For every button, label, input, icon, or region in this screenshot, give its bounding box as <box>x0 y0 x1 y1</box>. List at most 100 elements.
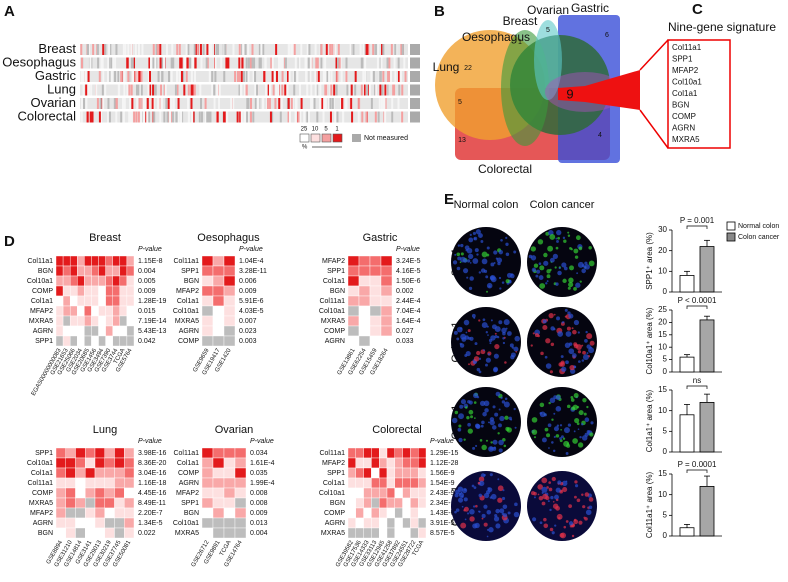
heat-cell <box>55 477 66 489</box>
heat-tick <box>393 84 396 96</box>
heat-cell <box>94 487 105 499</box>
stain-speck <box>577 442 584 448</box>
gene-label: BGN <box>38 530 53 537</box>
stain-speck <box>505 327 508 330</box>
bar <box>699 485 715 537</box>
heat-cell <box>85 527 96 539</box>
p-value: 0.005 <box>138 278 156 285</box>
heat-cell <box>104 507 115 519</box>
stain-speck <box>486 528 489 531</box>
stain-speck <box>555 237 558 240</box>
heat-cell <box>126 285 135 297</box>
heat-cell <box>380 265 393 277</box>
gene-label: SPP1 <box>327 470 345 477</box>
heat-tick <box>242 71 245 82</box>
p-header: P-value <box>396 246 420 253</box>
heat-tick <box>130 57 133 69</box>
heat-cell <box>55 265 64 277</box>
heat-cell <box>410 477 419 489</box>
stain-speck <box>495 508 500 514</box>
venn-count: 5 <box>458 99 462 106</box>
heat-cell <box>380 295 393 307</box>
heat-cell <box>402 527 411 539</box>
heat-cell <box>112 275 121 287</box>
heat-tick <box>199 44 202 55</box>
heat-tick <box>170 111 173 123</box>
y-tick-label: 15 <box>658 469 667 478</box>
heat-cell <box>369 285 382 297</box>
stain-speck <box>492 439 498 445</box>
heat-cell <box>98 305 106 317</box>
heat-tick <box>272 84 275 96</box>
stain-speck <box>486 253 490 257</box>
heat-cell <box>234 477 247 489</box>
y-tick-label: 10 <box>658 342 667 351</box>
heat-cell <box>418 497 427 509</box>
heat-tick <box>170 71 173 82</box>
venn-core-highlight <box>558 70 640 110</box>
stain-speck <box>586 333 593 340</box>
p-header: P-value <box>239 246 263 253</box>
stain-speck <box>457 427 462 432</box>
heat-tick <box>223 111 226 123</box>
stain-speck <box>503 401 510 408</box>
heat-cell <box>212 457 225 469</box>
stain-speck <box>549 397 556 404</box>
heat-cell <box>347 315 360 327</box>
heat-cell <box>418 507 427 519</box>
p-value: 0.033 <box>396 338 414 345</box>
stain-speck <box>531 429 538 435</box>
y-axis-label: Col1a1⁺ area (%) <box>645 389 654 452</box>
gene-label: Col1a1 <box>323 480 345 487</box>
stain-speck <box>544 427 549 432</box>
heat-tick <box>239 84 242 96</box>
signature-link <box>639 39 669 71</box>
heat-cell <box>124 447 135 459</box>
p-value: 0.009 <box>239 288 257 295</box>
stain-speck <box>576 422 580 426</box>
signature-gene: BGN <box>672 101 690 110</box>
stain-speck <box>460 252 464 256</box>
heat-cell <box>114 517 125 529</box>
heat-cell <box>212 447 225 459</box>
heat-tick <box>250 98 253 109</box>
stain-speck <box>473 486 477 490</box>
stain-speck <box>560 428 562 431</box>
heat-cell <box>358 335 371 347</box>
stain-speck <box>497 485 504 492</box>
heat-tick <box>281 71 284 82</box>
heat-cell <box>358 325 371 337</box>
heat-tick <box>252 71 255 82</box>
heat-tick <box>323 98 326 109</box>
heat-tick <box>362 44 365 55</box>
heat-cell <box>104 527 115 539</box>
column-header: Normal colon <box>454 199 519 211</box>
stain-speck <box>561 321 564 324</box>
heat-tick <box>362 71 365 82</box>
p-value: 2.34E-19 <box>430 500 459 507</box>
p-value: 0.015 <box>138 308 156 315</box>
stain-speck <box>583 412 587 416</box>
heat-cell <box>380 275 393 287</box>
stain-speck <box>552 503 559 509</box>
heat-cell <box>201 467 214 479</box>
heat-cell <box>201 325 214 337</box>
heat-tick <box>320 44 323 55</box>
heat-tick <box>148 71 151 82</box>
heat-tick <box>314 71 317 82</box>
stain-speck <box>546 280 549 283</box>
p-value: 0.042 <box>138 338 156 345</box>
heat-cell <box>223 507 236 519</box>
heat-tick <box>133 57 136 69</box>
heat-tick <box>310 84 313 96</box>
stain-speck <box>574 484 579 488</box>
gene-label: MXRA5 <box>29 500 53 507</box>
heat-tick <box>314 44 317 55</box>
heat-cell <box>55 527 66 539</box>
heat-tick <box>310 98 313 109</box>
heat-cell <box>69 285 78 297</box>
heat-cell <box>94 457 105 469</box>
heat-cell <box>358 275 371 287</box>
heat-cell <box>114 477 125 489</box>
heat-cell <box>347 467 357 479</box>
